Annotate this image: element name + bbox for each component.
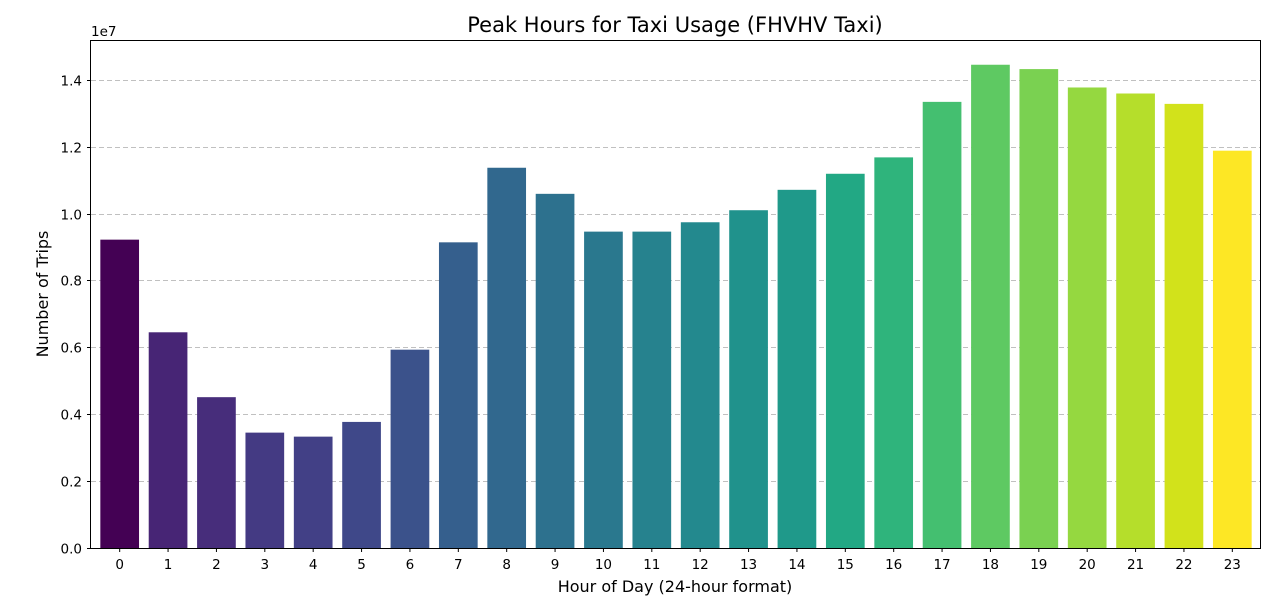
bar-hour-15 (825, 173, 865, 549)
plot-frame (90, 40, 1261, 549)
bar-hour-6 (390, 349, 430, 548)
x-tick-label: 21 (1127, 557, 1144, 573)
x-tick-label: 13 (740, 557, 757, 573)
bar-hour-0 (100, 239, 140, 549)
bar-hour-1 (148, 332, 188, 548)
y-offset-label: 1e7 (91, 24, 116, 40)
x-tick-label: 20 (1079, 557, 1096, 573)
bar-hour-12 (680, 222, 720, 549)
bar-hour-10 (584, 231, 623, 548)
chart-title: Peak Hours for Taxi Usage (FHVHV Taxi) (467, 13, 883, 37)
x-tick-label: 11 (643, 557, 660, 573)
x-tick-label: 0 (115, 557, 124, 573)
bars (100, 64, 1252, 549)
bar-hour-19 (1019, 69, 1059, 548)
gridlines (91, 80, 1261, 482)
x-tick-label: 19 (1030, 557, 1047, 573)
x-tick-label: 15 (837, 557, 854, 573)
x-tick-label: 2 (212, 557, 221, 573)
bar-hour-22 (1164, 103, 1204, 548)
x-tick-label: 14 (788, 557, 805, 573)
bar-hour-9 (535, 193, 575, 548)
x-tick-label: 22 (1175, 557, 1192, 573)
x-tick-label: 10 (595, 557, 612, 573)
bar-hour-11 (632, 231, 672, 548)
bar-hour-4 (293, 436, 333, 548)
bar-hour-17 (922, 101, 962, 548)
bar-hour-14 (777, 189, 817, 548)
x-tick-label: 17 (933, 557, 950, 573)
bar-hour-7 (438, 242, 478, 548)
x-tick-label: 16 (885, 557, 902, 573)
y-tick-label: 0.0 (61, 542, 82, 558)
y-tick-label: 0.6 (61, 341, 82, 357)
x-tick-label: 9 (551, 557, 560, 573)
y-tick-label: 1.0 (61, 208, 82, 224)
x-tick-label: 7 (454, 557, 463, 573)
bar-hour-3 (245, 432, 285, 548)
x-tick-label: 6 (406, 557, 415, 573)
x-tick-label: 23 (1224, 557, 1241, 573)
bar-hour-16 (874, 157, 914, 549)
bar-hour-18 (971, 64, 1010, 548)
x-tick-label: 5 (357, 557, 366, 573)
y-tick-label: 1.2 (61, 141, 82, 157)
y-axis: 0.0 0.2 0.4 0.6 0.8 1.0 1.2 1.4 (61, 74, 91, 558)
x-tick-label: 1 (164, 557, 173, 573)
x-tick-label: 18 (982, 557, 999, 573)
bar-hour-13 (729, 210, 768, 548)
bar-hour-20 (1067, 87, 1107, 548)
y-tick-label: 1.4 (61, 74, 82, 90)
y-tick-label: 0.4 (61, 408, 82, 424)
x-axis: 0 1 2 3 4 5 6 7 8 9 10 11 12 13 14 15 16 17 18 19 20 21 22 23 (115, 548, 1241, 573)
bar-hour-5 (342, 421, 381, 548)
bar-hour-21 (1116, 93, 1155, 549)
x-tick-label: 12 (692, 557, 709, 573)
x-tick-label: 3 (261, 557, 270, 573)
y-tick-label: 0.8 (61, 274, 82, 290)
bar-hour-23 (1212, 150, 1252, 549)
y-axis-label: Number of Trips (33, 231, 52, 358)
x-tick-label: 4 (309, 557, 318, 573)
bar-hour-2 (197, 397, 236, 548)
y-tick-label: 0.2 (61, 475, 82, 491)
x-axis-label: Hour of Day (24-hour format) (558, 577, 793, 596)
bar-hour-8 (487, 167, 527, 548)
x-tick-label: 8 (502, 557, 511, 573)
